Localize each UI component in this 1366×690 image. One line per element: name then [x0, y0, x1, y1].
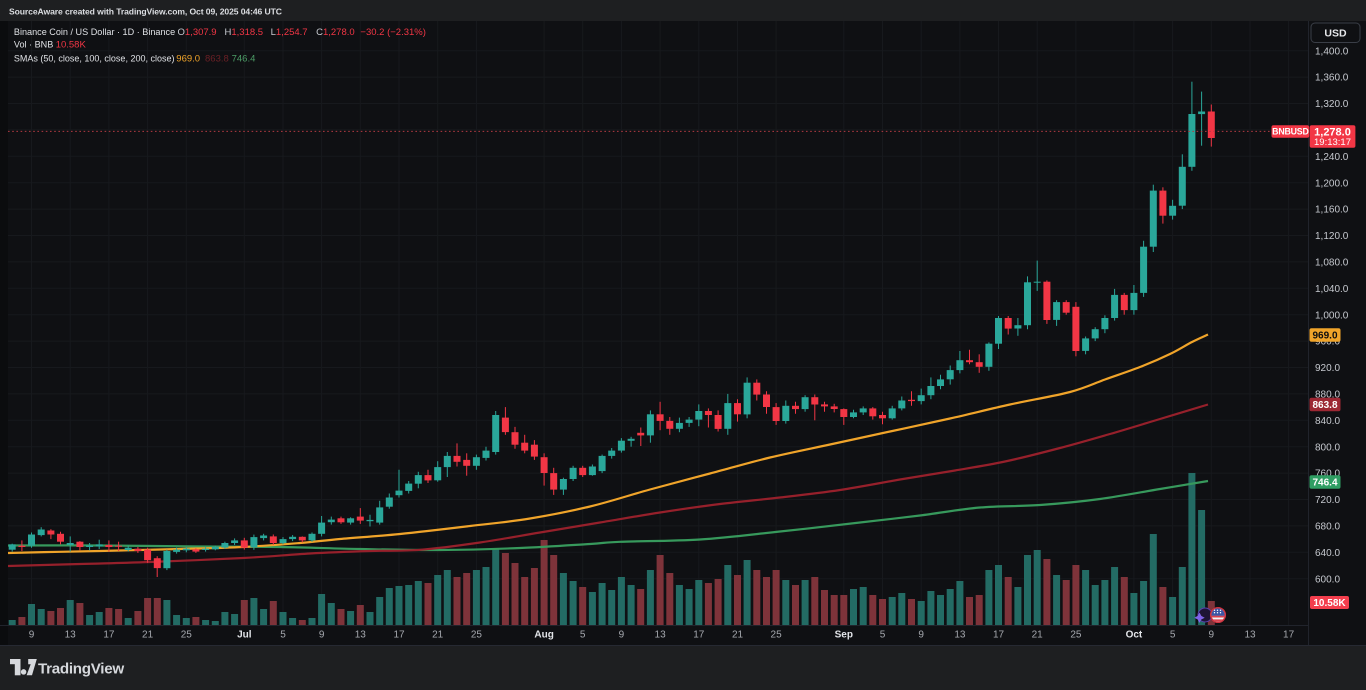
svg-text:C1,278.0: C1,278.0	[316, 27, 355, 38]
svg-text:10.58K: 10.58K	[1313, 598, 1346, 609]
svg-text:Vol · BNB: Vol · BNB	[14, 40, 53, 50]
svg-text:21: 21	[1032, 630, 1044, 641]
svg-text:1,040.0: 1,040.0	[1315, 284, 1349, 295]
svg-text:5: 5	[880, 630, 886, 641]
svg-text:969.0: 969.0	[1312, 331, 1337, 342]
svg-text:17: 17	[103, 630, 115, 641]
svg-text:17: 17	[1283, 630, 1295, 641]
svg-text:−30.2 (−2.31%): −30.2 (−2.31%)	[360, 27, 426, 38]
svg-text:25: 25	[1070, 630, 1082, 641]
svg-text:21: 21	[732, 630, 744, 641]
svg-text:1,400.0: 1,400.0	[1315, 46, 1349, 57]
svg-text:840.0: 840.0	[1315, 416, 1340, 427]
svg-text:O1,307.9: O1,307.9	[178, 27, 217, 38]
svg-text:13: 13	[954, 630, 966, 641]
svg-text:17: 17	[693, 630, 705, 641]
svg-text:25: 25	[771, 630, 783, 641]
svg-text:960.0: 960.0	[1315, 337, 1340, 348]
svg-text:13: 13	[65, 630, 77, 641]
svg-text:746.4: 746.4	[232, 54, 256, 65]
svg-text:1,200.0: 1,200.0	[1315, 178, 1349, 189]
svg-text:17: 17	[393, 630, 405, 641]
svg-text:9: 9	[619, 630, 625, 641]
svg-text:600.0: 600.0	[1315, 574, 1340, 585]
svg-text:760.0: 760.0	[1315, 469, 1340, 480]
svg-text:720.0: 720.0	[1315, 495, 1340, 506]
svg-text:17: 17	[993, 630, 1005, 641]
svg-text:Jul: Jul	[237, 630, 252, 641]
svg-text:TradingView: TradingView	[38, 661, 124, 678]
svg-text:10.58K: 10.58K	[56, 40, 87, 51]
svg-text:9: 9	[918, 630, 924, 641]
svg-text:1,000.0: 1,000.0	[1315, 310, 1349, 321]
svg-text:SourceAware created with Tradi: SourceAware created with TradingView.com…	[9, 6, 282, 16]
svg-text:880.0: 880.0	[1315, 390, 1340, 401]
svg-text:25: 25	[471, 630, 483, 641]
svg-text:H1,318.5: H1,318.5	[225, 27, 264, 38]
svg-text:746.4: 746.4	[1312, 478, 1337, 489]
svg-text:1,278.0: 1,278.0	[1314, 126, 1351, 138]
svg-text:19:13:17: 19:13:17	[1314, 137, 1351, 148]
svg-text:969.0: 969.0	[176, 54, 200, 65]
svg-text:9: 9	[319, 630, 325, 641]
svg-text:USD: USD	[1324, 28, 1347, 40]
svg-text:1,320.0: 1,320.0	[1315, 99, 1349, 110]
svg-text:Sep: Sep	[835, 630, 853, 641]
svg-text:13: 13	[1244, 630, 1256, 641]
svg-text:9: 9	[1209, 630, 1215, 641]
svg-text:1,240.0: 1,240.0	[1315, 152, 1349, 163]
svg-text:BNBUSD: BNBUSD	[1272, 127, 1308, 137]
svg-text:863.8: 863.8	[1312, 400, 1337, 411]
svg-text:25: 25	[181, 630, 193, 641]
svg-text:1,080.0: 1,080.0	[1315, 258, 1349, 269]
svg-text:Oct: Oct	[1126, 630, 1143, 641]
svg-text:L1,254.7: L1,254.7	[271, 27, 308, 38]
svg-text:680.0: 680.0	[1315, 522, 1340, 533]
svg-text:640.0: 640.0	[1315, 548, 1340, 559]
svg-text:1,120.0: 1,120.0	[1315, 231, 1349, 242]
svg-text:13: 13	[655, 630, 667, 641]
svg-text:5: 5	[580, 630, 586, 641]
svg-text:9: 9	[29, 630, 35, 641]
svg-text:SMAs (50, close, 100, close, 2: SMAs (50, close, 100, close, 200, close)	[14, 54, 175, 64]
svg-text:800.0: 800.0	[1315, 442, 1340, 453]
svg-text:21: 21	[142, 630, 154, 641]
svg-text:Aug: Aug	[534, 630, 553, 641]
svg-text:1,360.0: 1,360.0	[1315, 73, 1349, 84]
svg-text:5: 5	[280, 630, 286, 641]
svg-text:13: 13	[355, 630, 367, 641]
svg-text:21: 21	[432, 630, 444, 641]
svg-text:1,160.0: 1,160.0	[1315, 205, 1349, 216]
svg-text:863.8: 863.8	[205, 54, 229, 65]
svg-text:920.0: 920.0	[1315, 363, 1340, 374]
svg-text:5: 5	[1170, 630, 1176, 641]
svg-text:Binance Coin / US Dollar · 1D: Binance Coin / US Dollar · 1D · Binance	[14, 27, 175, 37]
